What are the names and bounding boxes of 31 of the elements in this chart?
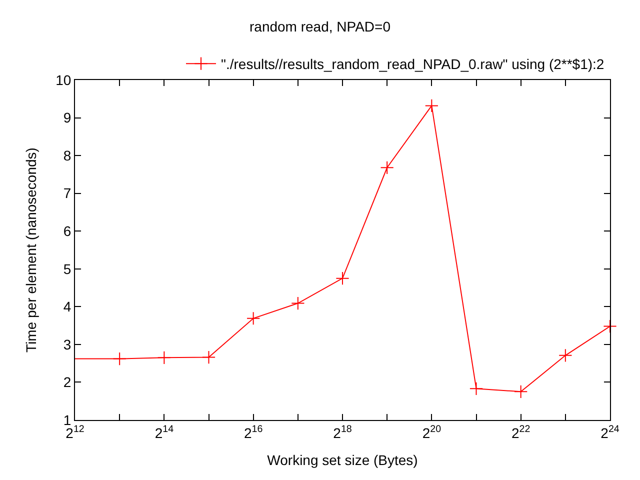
x-tick-label: 2$^{16}$ [244, 424, 264, 441]
y-tick-label: 10 [56, 72, 72, 88]
chart-title: random read, NPAD=0 [250, 18, 391, 34]
y-tick-label: 9 [63, 110, 72, 126]
point [202, 350, 216, 364]
point [246, 312, 260, 326]
y-tick-label: 5 [63, 260, 72, 277]
y-tick-label: 6 [63, 223, 72, 240]
y-tick-label: 8 [63, 147, 72, 164]
point [112, 352, 126, 366]
y-tick-label: 7 [63, 185, 72, 202]
point [469, 382, 484, 396]
point [336, 272, 350, 286]
x-axis-title: Working set size (Bytes) [267, 452, 418, 468]
point [558, 348, 572, 362]
y-tick-label: 2 [63, 374, 72, 390]
x-tick-label: 2$^{14}$ [154, 424, 174, 441]
point [291, 296, 305, 310]
x-tick-label: 2$^{22}$ [511, 424, 530, 441]
point [157, 350, 171, 364]
y-tick-label: 4 [63, 298, 72, 315]
point [424, 98, 438, 112]
y-tick-label: 3 [63, 336, 72, 352]
point [603, 320, 617, 334]
point [380, 160, 394, 174]
point [514, 384, 528, 398]
x-tick-label: 2$^{20}$ [422, 424, 442, 441]
x-tick-label: 2$^{24}$ [600, 424, 620, 441]
legend-label: "./results//results_random_read_NPAD_0.raw" using (2**$1):2 [221, 56, 604, 72]
y-axis-title: Time per element (nanoseconds) [23, 148, 40, 352]
x-tick-label: 2$^{18}$ [333, 424, 352, 441]
